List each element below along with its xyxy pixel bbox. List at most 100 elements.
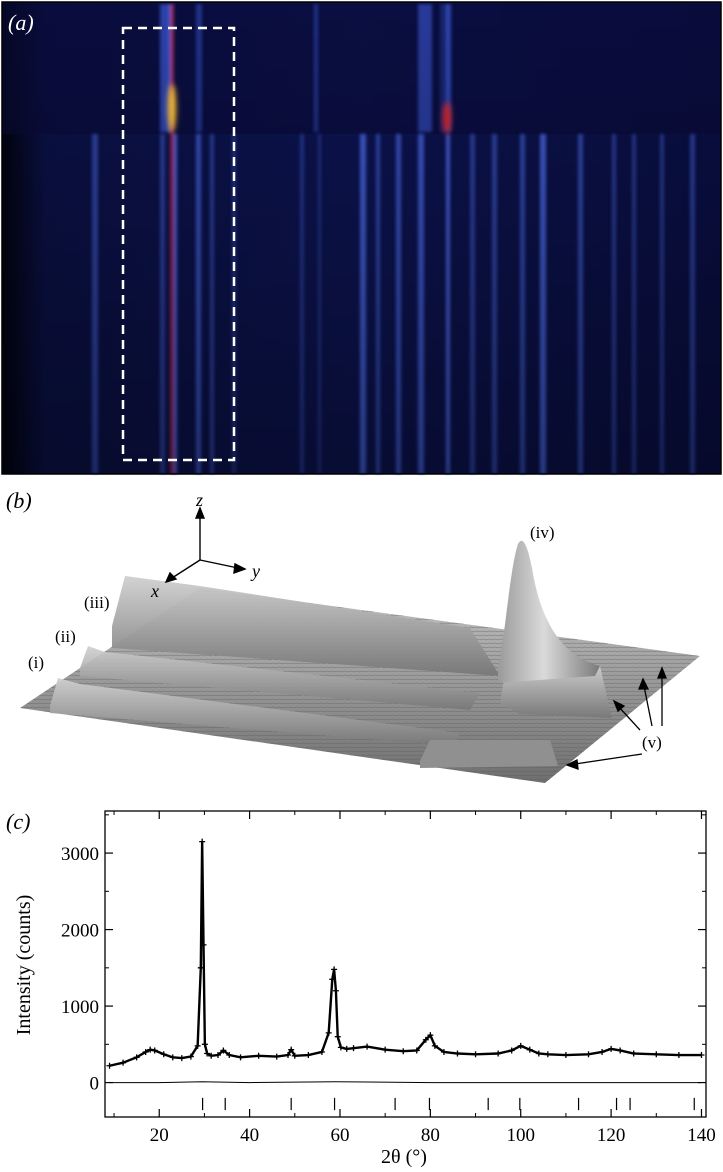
- observed-curve: [109, 841, 702, 1067]
- observed-point: [675, 1052, 682, 1059]
- panel-c-label: (c): [6, 809, 30, 834]
- peak-label-i: (i): [28, 653, 44, 672]
- observed-point: [200, 941, 207, 948]
- x-tick-label: 120: [597, 1125, 626, 1146]
- observed-point: [187, 1053, 194, 1060]
- observed-point: [325, 1029, 332, 1036]
- observed-point: [472, 1051, 479, 1058]
- observed-point: [255, 1052, 262, 1059]
- x-tick-label: 100: [506, 1125, 535, 1146]
- heatmap-image: (a): [1, 1, 722, 475]
- observed-point: [599, 1048, 606, 1055]
- peak-label-ii: (ii): [55, 627, 76, 646]
- peak-v-arrows: [565, 666, 667, 770]
- difference-curve: [109, 1081, 702, 1084]
- observed-point: [318, 1048, 325, 1055]
- observed-point: [431, 1042, 438, 1049]
- observed-point: [334, 1033, 341, 1040]
- observed-point: [288, 1046, 295, 1053]
- observed-point: [608, 1045, 615, 1052]
- dashed-selection-box: [121, 26, 236, 462]
- observed-point: [517, 1042, 524, 1049]
- observed-point: [237, 1054, 244, 1061]
- observed-point: [208, 1052, 215, 1059]
- observed-point: [169, 1054, 176, 1061]
- axis-x-label: x: [150, 581, 159, 601]
- observed-point: [526, 1046, 533, 1053]
- peak-label-iv: (iv): [530, 523, 555, 542]
- y-axis-label: Intensity (counts): [13, 895, 35, 1036]
- ridge-iii: [112, 576, 500, 676]
- observed-point: [585, 1051, 592, 1058]
- observed-point: [291, 1052, 298, 1059]
- observed-point: [142, 1048, 149, 1055]
- y-tick-label: 3000: [61, 844, 99, 865]
- observed-point: [331, 966, 338, 973]
- axis-ticks: [105, 811, 706, 1117]
- observed-point: [350, 1045, 357, 1052]
- x-tick-label: 80: [421, 1125, 440, 1146]
- observed-point: [329, 976, 336, 983]
- observed-point: [337, 1044, 344, 1051]
- y-tick-label: 0: [90, 1074, 100, 1095]
- heatmap-frame: [1, 1, 722, 475]
- axis-y-label: y: [250, 561, 260, 581]
- observed-point: [201, 1041, 208, 1048]
- observed-point: [214, 1052, 221, 1059]
- observed-point: [413, 1047, 420, 1054]
- observed-point: [562, 1052, 569, 1059]
- observed-point: [495, 1050, 502, 1057]
- y-tick-label: 1000: [61, 997, 99, 1018]
- surface-plot: (b) z y x (iii) (ii) (i) (iv) (v: [6, 488, 700, 783]
- panel-a-label: (a): [8, 10, 34, 35]
- axis-tick-labels: 20 40 60 80 100 120 140 0 1000 2000 3000: [61, 844, 716, 1146]
- observed-point: [305, 1052, 312, 1059]
- observed-point: [653, 1051, 660, 1058]
- panel-b-label: (b): [6, 488, 32, 513]
- peak-label-iii: (iii): [84, 593, 110, 612]
- observed-point: [226, 1052, 233, 1059]
- observed-point: [151, 1047, 158, 1054]
- observed-points: [106, 838, 705, 1069]
- observed-point: [422, 1036, 429, 1043]
- observed-point: [147, 1046, 154, 1053]
- x-tick-label: 60: [330, 1125, 349, 1146]
- observed-point: [197, 964, 204, 971]
- observed-point: [106, 1062, 113, 1069]
- observed-point: [400, 1048, 407, 1055]
- observed-point: [199, 838, 206, 845]
- observed-point: [544, 1051, 551, 1058]
- observed-point: [343, 1045, 350, 1052]
- observed-point: [364, 1043, 371, 1050]
- ridge-v-front: [420, 740, 558, 768]
- x-tick-label: 140: [687, 1125, 716, 1146]
- observed-point: [273, 1053, 280, 1060]
- x-axis-label: 2θ (°): [381, 1146, 427, 1167]
- peak-label-v: (v): [642, 733, 662, 752]
- observed-point: [160, 1051, 167, 1058]
- observed-point: [382, 1046, 389, 1053]
- reflection-markers: [202, 1097, 695, 1111]
- observed-point: [285, 1052, 292, 1059]
- axis-triad: [164, 506, 247, 584]
- observed-point: [427, 1032, 434, 1039]
- observed-point: [630, 1050, 637, 1057]
- panel-b: (b) z y x (iii) (ii) (i) (iv) (v: [0, 478, 723, 800]
- x-tick-label: 40: [240, 1125, 259, 1146]
- observed-point: [454, 1050, 461, 1057]
- observed-point: [332, 987, 339, 994]
- observed-point: [194, 1042, 201, 1049]
- observed-point: [508, 1047, 515, 1054]
- observed-point: [220, 1047, 227, 1054]
- observed-point: [178, 1055, 185, 1062]
- plot-frame: [104, 810, 707, 1118]
- heatmap-shade: [2, 2, 721, 474]
- observed-point: [440, 1048, 447, 1055]
- ridge-i: [50, 678, 460, 746]
- observed-point: [133, 1054, 140, 1061]
- observed-point: [698, 1052, 705, 1059]
- axis-z-label: z: [195, 490, 203, 510]
- panel-c: (c) 20 40 60 80 100 120 140 0 1000 2000 3000 2θ (°…: [0, 805, 723, 1168]
- ridge-ii: [80, 646, 480, 710]
- diffraction-plot: (c) 20 40 60 80 100 120 140 0 1000 2000 3000 2θ (°…: [6, 809, 716, 1168]
